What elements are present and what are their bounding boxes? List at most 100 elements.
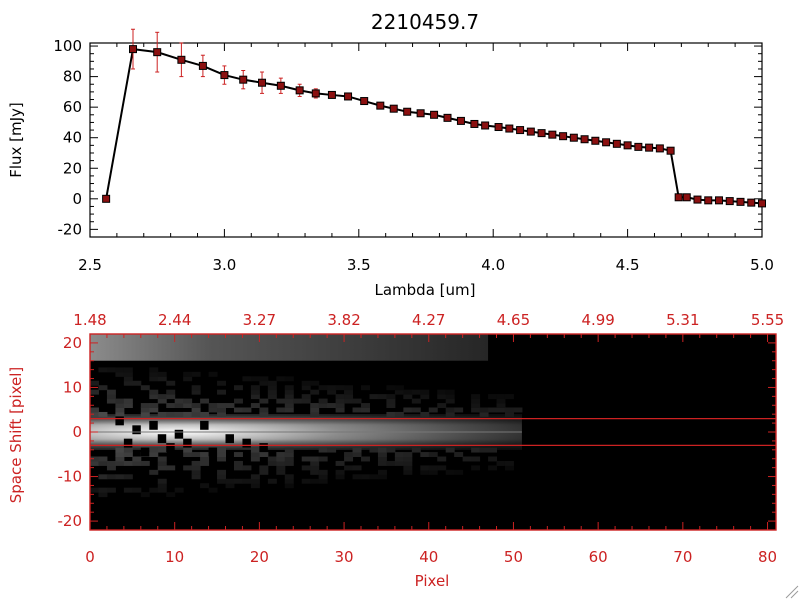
image-noise-pixel xyxy=(310,460,320,466)
image-noise-pixel xyxy=(149,376,159,382)
image-noise-pixel xyxy=(166,465,176,471)
image-noise-pixel xyxy=(233,478,243,484)
data-point xyxy=(311,89,320,98)
image-noise-pixel xyxy=(250,389,260,395)
image-noise-pixel xyxy=(225,403,235,408)
data-point xyxy=(645,143,654,152)
data-point xyxy=(344,92,353,101)
data-point xyxy=(747,198,756,207)
image-noise-pixel xyxy=(149,367,159,373)
image-noise-pixel xyxy=(157,371,167,377)
image-noise-pixel xyxy=(217,478,227,484)
image-noise-pixel xyxy=(123,447,133,453)
image-noise-pixel xyxy=(462,456,472,462)
image-noise-pixel xyxy=(233,407,243,413)
image-noise-pixel xyxy=(327,403,337,408)
image-noise-pixel xyxy=(233,385,243,391)
image-noise-pixel xyxy=(106,389,116,395)
data-point xyxy=(693,195,702,204)
image-noise-pixel xyxy=(496,407,506,413)
image-noise-pixel xyxy=(488,394,498,400)
image-noise-pixel xyxy=(183,447,193,453)
image-noise-pixel xyxy=(242,465,252,471)
data-point xyxy=(569,133,578,142)
data-point xyxy=(591,136,600,145)
image-noise-pixel xyxy=(157,456,167,462)
image-noise-pixel xyxy=(90,460,99,466)
image-noise-pixel xyxy=(191,385,201,391)
image-noise-pixel xyxy=(157,460,167,466)
image-noise-pixel xyxy=(403,452,413,457)
data-point xyxy=(102,194,111,203)
image-top-tick-label: 3.27 xyxy=(243,311,276,329)
resize-grip-icon[interactable] xyxy=(785,585,799,599)
image-noise-pixel xyxy=(276,452,286,457)
data-point xyxy=(416,109,425,118)
image-x-tick-label: 50 xyxy=(504,548,523,566)
image-noise-pixel xyxy=(183,376,193,382)
image-noise-pixel xyxy=(352,398,362,404)
image-y-tick-label: 0 xyxy=(72,423,82,441)
image-x-tick-label: 60 xyxy=(589,548,608,566)
spectrum-y-tick-label: 60 xyxy=(63,98,82,116)
image-noise-pixel xyxy=(284,403,294,408)
image-x-tick-label: 30 xyxy=(335,548,354,566)
data-point xyxy=(516,126,525,135)
image-noise-pixel xyxy=(250,394,260,400)
image-noise-pixel xyxy=(420,389,430,395)
data-point xyxy=(612,139,621,148)
image-noise-pixel xyxy=(115,452,125,457)
image-top-tick-label: 3.82 xyxy=(327,311,360,329)
image-noise-pixel xyxy=(106,394,116,400)
image-noise-pixel xyxy=(98,492,108,498)
image-noise-pixel xyxy=(394,452,404,457)
bad-pixel xyxy=(242,438,251,448)
image-noise-pixel xyxy=(377,474,387,480)
bad-pixel xyxy=(157,434,167,444)
data-point xyxy=(360,97,369,106)
image-noise-pixel xyxy=(335,460,345,466)
image-noise-pixel xyxy=(259,465,269,471)
data-point xyxy=(505,124,514,133)
image-noise-pixel xyxy=(115,367,125,373)
image-noise-pixel xyxy=(335,398,345,404)
image-noise-pixel xyxy=(344,389,354,395)
image-noise-pixel xyxy=(403,389,413,395)
image-noise-pixel xyxy=(123,367,133,373)
image-top-wavelength-ticks: 1.48 2.44 3.27 3.82 4.27 4.65 4.99 5.31 5.55 xyxy=(73,311,784,342)
image-noise-pixel xyxy=(479,447,489,453)
image-noise-pixel xyxy=(250,452,260,457)
image-x-axis-label: Pixel xyxy=(415,572,450,590)
image-noise-pixel xyxy=(369,394,379,400)
image-noise-pixel xyxy=(276,376,286,382)
image-noise-pixel xyxy=(504,460,514,466)
image-noise-pixel xyxy=(123,474,133,480)
spectrum-y-tick-label: 20 xyxy=(63,159,82,177)
image-noise-pixel xyxy=(496,398,506,404)
image-noise-pixel xyxy=(157,394,167,400)
image-noise-pixel xyxy=(352,407,362,413)
image-noise-pixel xyxy=(149,469,159,475)
image-noise-pixel xyxy=(250,456,260,462)
data-point xyxy=(526,127,535,136)
image-noise-pixel xyxy=(411,389,421,395)
image-noise-pixel xyxy=(217,447,227,453)
image-top-tick-label: 2.44 xyxy=(158,311,191,329)
image-noise-pixel xyxy=(259,407,269,413)
data-point xyxy=(548,130,557,139)
image-noise-pixel xyxy=(301,398,311,404)
image-noise-pixel xyxy=(132,380,142,386)
data-point xyxy=(327,90,336,99)
bad-pixel xyxy=(140,447,150,457)
image-noise-pixel xyxy=(115,460,125,466)
image-top-tick-label: 5.55 xyxy=(751,311,784,329)
spectrum-plot-frame xyxy=(89,42,763,238)
image-noise-pixel xyxy=(369,447,379,453)
image-noise-pixel xyxy=(377,452,387,457)
image-noise-pixel xyxy=(183,452,193,457)
image-noise-pixel xyxy=(310,380,320,386)
image-noise-pixel xyxy=(301,380,311,386)
image-noise-pixel xyxy=(488,407,498,413)
image-noise-pixel xyxy=(106,465,116,471)
data-point xyxy=(725,197,734,206)
